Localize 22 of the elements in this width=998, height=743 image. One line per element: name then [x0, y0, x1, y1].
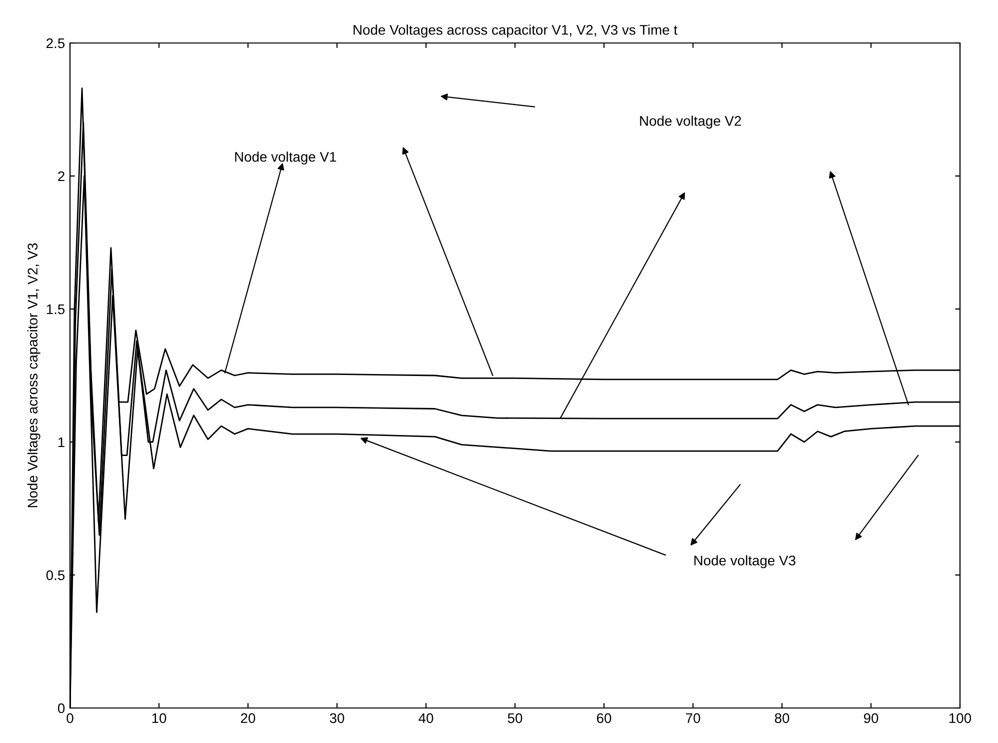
y-axis-title: Node Voltages across capacitor V1, V2, V3: [27, 243, 40, 508]
x-tick-label: 0: [66, 713, 74, 724]
x-tick-label: 80: [774, 713, 790, 724]
chart-title: Node Voltages across capacitor V1, V2, V3 vs Time t: [354, 24, 678, 38]
y-tick-label: 0: [58, 703, 65, 714]
y-tick-label: 2: [58, 171, 64, 182]
y-tick-label: 2.5: [46, 38, 65, 48]
x-tick-label: 10: [152, 713, 166, 724]
x-tick-label: 70: [686, 713, 700, 724]
x-tick-label: 40: [418, 713, 434, 724]
x-tick-label: 20: [240, 713, 256, 724]
annotation: Node voltage V1: [235, 152, 336, 165]
y-tick-label: 1.5: [46, 304, 65, 314]
y-tick-label: 0.5: [46, 570, 65, 580]
x-tick-label: 100: [949, 713, 972, 724]
x-tick-label: 90: [864, 713, 878, 724]
annotation: Node voltage V3: [694, 555, 796, 568]
x-tick-label: 60: [596, 713, 612, 724]
x-tick-label: 50: [508, 713, 522, 724]
x-tick-label: 30: [330, 713, 344, 724]
annotation: Node voltage V2: [640, 116, 741, 129]
y-tick-label: 1: [58, 437, 64, 448]
